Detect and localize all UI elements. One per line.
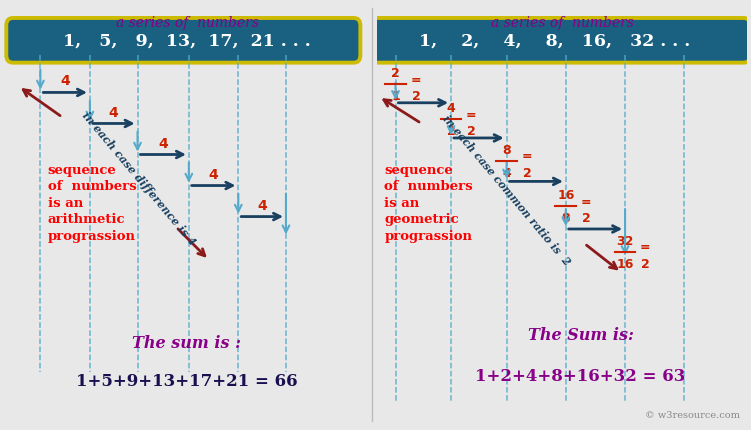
Text: 2: 2 — [412, 90, 421, 103]
Text: The sum is :: The sum is : — [132, 335, 242, 351]
Text: © w3resource.com: © w3resource.com — [645, 410, 740, 419]
Text: 8: 8 — [502, 143, 511, 156]
Text: in each case common ratio is  2: in each case common ratio is 2 — [441, 113, 572, 267]
Text: 2: 2 — [523, 166, 531, 179]
Text: 2: 2 — [582, 212, 590, 225]
Text: sequence
of  numbers
is an
arithmetic
prograssion: sequence of numbers is an arithmetic pro… — [48, 163, 137, 242]
Text: 4: 4 — [158, 136, 168, 150]
Text: a series of  numbers: a series of numbers — [490, 16, 634, 30]
Text: a series of  numbers: a series of numbers — [116, 16, 258, 30]
Text: 1+5+9+13+17+21 = 66: 1+5+9+13+17+21 = 66 — [76, 372, 298, 389]
Text: 1,    2,    4,    8,   16,   32 . . .: 1, 2, 4, 8, 16, 32 . . . — [419, 33, 690, 50]
Text: =: = — [522, 150, 532, 163]
Text: 1,   5,   9,  13,  17,  21 . . .: 1, 5, 9, 13, 17, 21 . . . — [63, 33, 311, 50]
Text: 1: 1 — [391, 90, 400, 103]
Text: 4: 4 — [60, 74, 70, 88]
Text: 1+2+4+8+16+32 = 63: 1+2+4+8+16+32 = 63 — [475, 368, 686, 384]
Text: 2: 2 — [391, 67, 400, 80]
FancyBboxPatch shape — [6, 19, 360, 64]
Text: in each case difference is 4: in each case difference is 4 — [80, 109, 198, 246]
Text: The Sum is:: The Sum is: — [528, 326, 634, 343]
Text: =: = — [466, 109, 477, 122]
Text: 2: 2 — [467, 125, 476, 138]
Text: 4: 4 — [258, 198, 267, 212]
Text: 32: 32 — [617, 234, 634, 247]
Text: 8: 8 — [562, 212, 570, 225]
Text: 2: 2 — [641, 257, 650, 270]
Text: 4: 4 — [109, 105, 119, 119]
Text: =: = — [581, 195, 592, 208]
Text: 16: 16 — [557, 189, 575, 202]
FancyBboxPatch shape — [366, 19, 750, 64]
Text: 16: 16 — [617, 257, 634, 270]
Text: 4: 4 — [209, 167, 219, 181]
Text: 2: 2 — [447, 125, 455, 138]
Text: 4: 4 — [447, 102, 455, 115]
Text: =: = — [640, 241, 650, 254]
Text: 4: 4 — [502, 166, 511, 179]
Text: sequence
of  numbers
is an
geometric
prograssion: sequence of numbers is an geometric prog… — [385, 163, 473, 242]
Text: =: = — [411, 74, 421, 86]
